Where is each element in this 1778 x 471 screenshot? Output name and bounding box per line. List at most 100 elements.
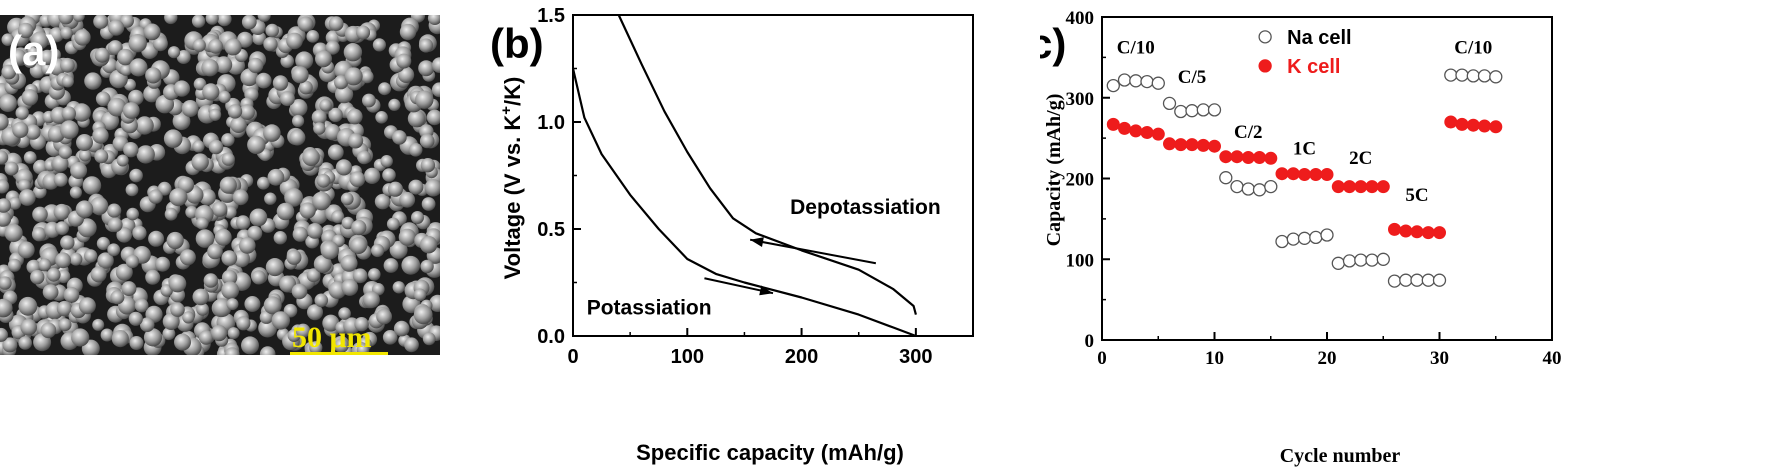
sem-particle: [129, 336, 144, 350]
sem-particle: [148, 230, 165, 247]
chart-c-xlabel: Cycle number: [1280, 445, 1401, 467]
k-cell-point: [1478, 119, 1491, 133]
sem-particle: [143, 85, 161, 103]
sem-particle: [107, 243, 121, 257]
sem-particle: [298, 16, 314, 32]
k-cell-point: [1106, 117, 1120, 131]
k-cell-point: [1489, 120, 1503, 134]
chart-c-ylabel: Capacity (mAh/g): [1043, 94, 1065, 247]
x-tick-label: 100: [671, 346, 704, 368]
sem-particle: [255, 72, 272, 89]
k-cell-point: [1320, 168, 1334, 181]
k-cell-point: [1286, 167, 1300, 181]
sem-particle: [424, 179, 440, 197]
sem-particle: [97, 252, 114, 269]
x-tick-label: 30: [1430, 348, 1449, 369]
sem-particle: [247, 135, 266, 155]
k-cell-point: [1253, 151, 1266, 164]
sem-particle: [292, 114, 305, 128]
sem-particle: [202, 83, 220, 101]
sem-particle: [0, 150, 9, 165]
sem-particle: [388, 98, 401, 111]
na-cell-point: [1309, 230, 1323, 245]
sem-particle: [257, 176, 270, 190]
sem-particle: [167, 46, 181, 59]
sem-particle: [143, 328, 163, 347]
sem-particle: [286, 249, 302, 265]
sem-particle: [319, 99, 332, 112]
sem-particle: [221, 133, 235, 147]
na-cell-point: [1410, 273, 1424, 287]
sem-particle: [208, 139, 224, 155]
sem-particle: [123, 142, 139, 158]
panel-b-letter: (b): [490, 20, 544, 67]
annotation-depotassiation: Depotassiation: [790, 196, 941, 219]
sem-particle: [108, 19, 125, 36]
sem-particle: [374, 193, 391, 210]
sem-particle: [100, 328, 114, 342]
k-cell-point: [1275, 167, 1289, 181]
x-tick-label: 40: [1543, 348, 1562, 369]
sem-particle: [205, 15, 219, 25]
sem-particle: [324, 124, 341, 141]
sem-particle: [236, 316, 251, 331]
sem-particle: [185, 205, 198, 219]
sem-particle: [398, 66, 415, 83]
sem-particle: [128, 89, 144, 106]
sem-particle: [116, 154, 129, 167]
na-cell-point: [1117, 73, 1132, 87]
sem-particle: [129, 58, 148, 77]
sem-particle: [291, 66, 309, 84]
sem-particle: [311, 109, 327, 125]
sem-particle: [4, 161, 19, 176]
sem-particle: [15, 106, 29, 120]
sem-particle: [226, 298, 239, 311]
sem-particle: [201, 59, 219, 77]
sem-particle: [192, 140, 205, 153]
sem-particle: [422, 332, 436, 346]
na-cell-point: [1286, 232, 1300, 246]
chart-b-frame: [572, 14, 974, 337]
sem-particle: [211, 325, 228, 342]
sem-particle: [21, 89, 39, 106]
sem-particle: [291, 283, 308, 300]
sem-particle: [17, 241, 35, 259]
na-cell-point: [1376, 252, 1390, 266]
sem-particle: [152, 36, 168, 52]
y-tick-label: 100: [1066, 250, 1095, 271]
sem-particle: [148, 189, 163, 204]
sem-particle: [411, 211, 424, 224]
chart-b-annotations: Depotassiation Potassiation: [587, 196, 941, 320]
k-cell-point: [1331, 180, 1345, 194]
sem-particle: [299, 80, 313, 95]
sem-particle: [69, 252, 83, 266]
sem-particle: [263, 124, 281, 142]
y-tick-label: 1.5: [537, 5, 565, 27]
sem-image-panel: (a) 50 μm: [0, 15, 440, 355]
sem-particle: [139, 317, 155, 333]
sem-particle: [419, 133, 435, 149]
y-tick-label: 0: [1085, 331, 1095, 352]
sem-particle: [427, 15, 440, 25]
x-tick-label: 10: [1205, 348, 1224, 369]
sem-particle: [349, 171, 366, 187]
sem-particle: [78, 149, 92, 162]
sem-particle: [344, 67, 363, 86]
sem-particle: [356, 25, 371, 40]
sem-particle: [252, 31, 267, 46]
sem-particle: [292, 226, 308, 242]
sem-particle: [0, 113, 9, 131]
sem-particle: [53, 203, 70, 221]
k-cell-point: [1230, 150, 1244, 164]
ylabel-pre: Voltage (V vs. K: [500, 115, 525, 280]
sem-particle: [316, 173, 331, 188]
sem-particle: [357, 150, 371, 165]
sem-particle: [257, 15, 271, 22]
sem-particle: [340, 254, 358, 272]
sem-particle: [0, 276, 12, 290]
sem-particle: [347, 108, 363, 125]
sem-particle: [263, 36, 278, 52]
sem-particle: [61, 106, 76, 121]
sem-particle: [372, 38, 386, 52]
